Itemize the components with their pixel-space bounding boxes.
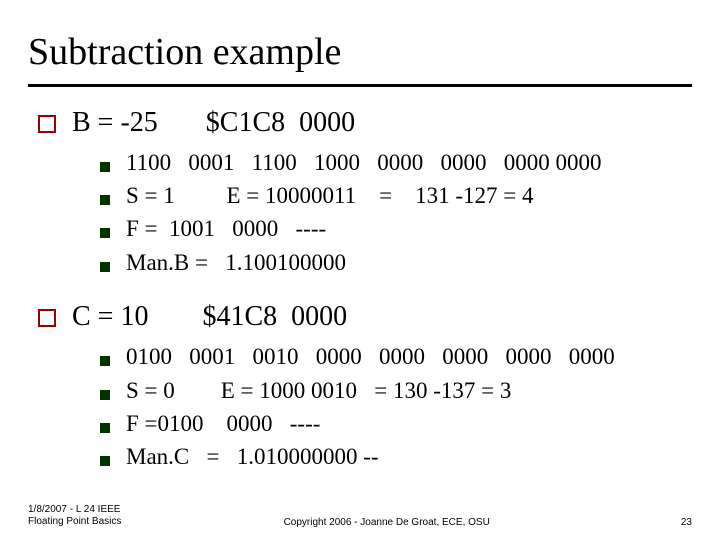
line-text: 0100 0001 0010 0000 0000 0000 0000 0000: [126, 340, 615, 373]
line-text: Man.B = 1.100100000: [126, 246, 346, 279]
line-text: F = 1001 0000 ----: [126, 212, 326, 245]
list-item: Man.C = 1.010000000 --: [100, 440, 692, 473]
section-c: C = 10 $41C8 0000 0100 0001 0010 0000 00…: [38, 299, 692, 473]
line-text: Man.C = 1.010000000 --: [126, 440, 379, 473]
footer: 1/8/2007 - L 24 IEEE Floating Point Basi…: [0, 504, 720, 528]
list-item: 0100 0001 0010 0000 0000 0000 0000 0000: [100, 340, 692, 373]
bullet-open-icon: [38, 115, 56, 133]
heading-var: C = 10: [72, 299, 148, 334]
bullet-fill-icon: [100, 356, 110, 366]
footer-subject: Floating Point Basics: [28, 516, 121, 527]
list-item: 1100 0001 1100 1000 0000 0000 0000 0000: [100, 146, 692, 179]
section-b: B = -25 $C1C8 0000 1100 0001 1100 1000 0…: [38, 105, 692, 279]
bullet-fill-icon: [100, 195, 110, 205]
heading-hex: $C1C8 0000: [206, 105, 355, 140]
heading-var: B = -25: [72, 105, 158, 140]
footer-left: 1/8/2007 - L 24 IEEE Floating Point Basi…: [28, 504, 121, 528]
section-b-heading: B = -25 $C1C8 0000: [38, 105, 692, 140]
line-text: S = 0 E = 1000 0010 = 130 -137 = 3: [126, 374, 511, 407]
section-c-heading: C = 10 $41C8 0000: [38, 299, 692, 334]
line-text: 1100 0001 1100 1000 0000 0000 0000 0000: [126, 146, 602, 179]
list-item: F = 1001 0000 ----: [100, 212, 692, 245]
line-text: F =0100 0000 ----: [126, 407, 320, 440]
line-text: S = 1 E = 10000011 = 131 -127 = 4: [126, 179, 534, 212]
bullet-fill-icon: [100, 456, 110, 466]
bullet-fill-icon: [100, 390, 110, 400]
bullet-fill-icon: [100, 228, 110, 238]
list-item: S = 0 E = 1000 0010 = 130 -137 = 3: [100, 374, 692, 407]
bullet-fill-icon: [100, 423, 110, 433]
section-c-lines: 0100 0001 0010 0000 0000 0000 0000 0000 …: [100, 340, 692, 473]
bullet-open-icon: [38, 309, 56, 327]
page-title: Subtraction example: [28, 32, 692, 74]
footer-page: 23: [652, 517, 692, 528]
slide: Subtraction example B = -25 $C1C8 0000 1…: [0, 0, 720, 540]
outer-list: B = -25 $C1C8 0000 1100 0001 1100 1000 0…: [38, 105, 692, 474]
title-rule: [28, 84, 692, 87]
footer-copyright: Copyright 2006 - Joanne De Groat, ECE, O…: [121, 517, 652, 528]
list-item: Man.B = 1.100100000: [100, 246, 692, 279]
heading-hex: $41C8 0000: [202, 299, 347, 334]
list-item: F =0100 0000 ----: [100, 407, 692, 440]
section-b-lines: 1100 0001 1100 1000 0000 0000 0000 0000 …: [100, 146, 692, 279]
list-item: S = 1 E = 10000011 = 131 -127 = 4: [100, 179, 692, 212]
bullet-fill-icon: [100, 262, 110, 272]
bullet-fill-icon: [100, 162, 110, 172]
footer-date: 1/8/2007 - L 24 IEEE: [28, 504, 120, 515]
